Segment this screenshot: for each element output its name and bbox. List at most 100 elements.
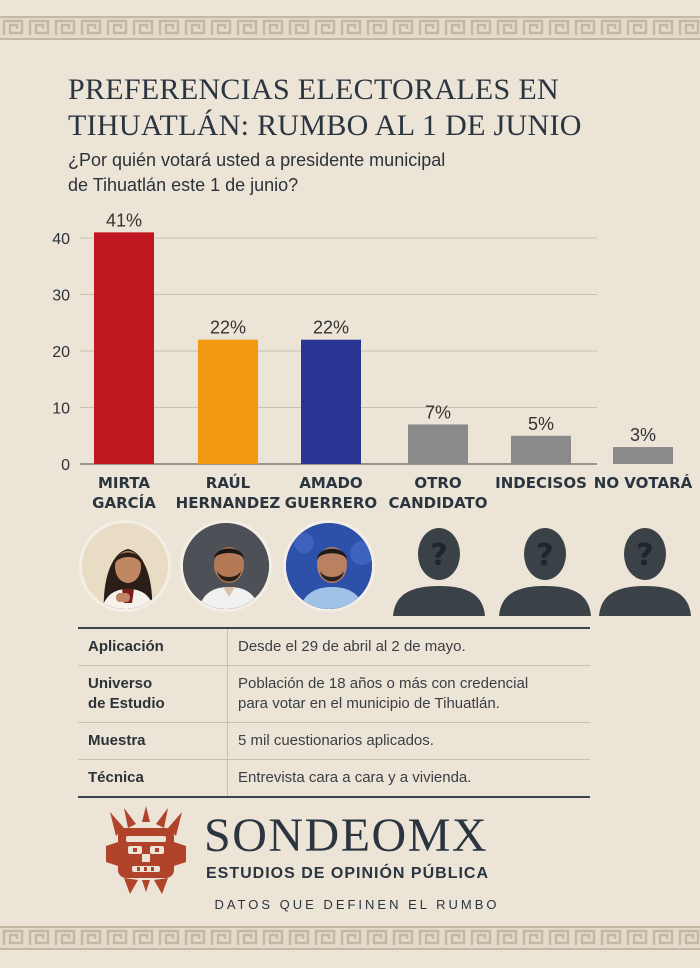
chart-title-line: TIHUATLÁN: RUMBO AL 1 DE JUNIO [68,109,582,142]
fret-motif [2,929,24,945]
fret-motif [418,929,440,945]
fret-motif [262,19,284,35]
methodology-label: Aplicación [78,629,228,665]
fret-motif [28,19,50,35]
fret-motif [262,929,284,945]
category-label: INDECISOS [495,474,587,492]
fret-motif [626,19,648,35]
fret-motif [548,19,570,35]
fret-motif [444,929,466,945]
candidate-raul-hernandez-photo [180,520,272,612]
methodology-value-line: Desde el 29 de abril al 2 de mayo. [238,638,466,655]
fret-motif [80,19,102,35]
bar [198,339,258,464]
bar-value-label: 41% [106,210,142,230]
methodology-value-line: Entrevista cara a cara y a vivienda. [238,769,472,786]
fret-motif [444,19,466,35]
fret-motif [392,19,414,35]
fret-motif [678,19,700,35]
methodology-label-line: Universo [88,675,153,692]
fret-motif [626,929,648,945]
fret-motif [54,19,76,35]
chart-subtitle: ¿Por quién votará usted a presidente mun… [68,148,588,198]
fret-motif [366,929,388,945]
bar-value-label: 3% [630,425,656,445]
aztec-mask-logo-icon [106,806,186,894]
methodology-value-line: 5 mil cuestionarios aplicados. [238,732,434,749]
fret-motif [574,929,596,945]
methodology-row-universo: Universo de Estudio Población de 18 años… [78,666,590,723]
fret-motif [652,929,674,945]
category-label: MIRTA [98,474,150,492]
fret-motif [158,929,180,945]
y-tick-label: 10 [52,401,70,418]
fret-motif [496,19,518,35]
svg-text:?: ? [636,538,653,573]
bottom-fret-border [0,926,700,950]
bar [613,447,673,464]
y-tick-label: 30 [52,288,70,305]
category-label: HERNANDEZ [176,494,281,512]
brand-tagline: ESTUDIOS DE OPINIÓN PÚBLICA [206,865,490,882]
methodology-row-muestra: Muestra 5 mil cuestionarios aplicados. [78,723,590,760]
fret-motif [210,929,232,945]
fret-motif [158,19,180,35]
methodology-label: Técnica [78,760,228,796]
svg-text:?: ? [536,538,553,573]
bar [408,424,468,464]
methodology-value: Población de 18 años o más con credencia… [228,666,590,722]
bar [94,232,154,464]
candidate-mirta-garcia-photo [79,520,171,612]
fret-motif [288,929,310,945]
methodology-value: 5 mil cuestionarios aplicados. [228,723,590,759]
methodology-value-line: para votar en el municipio de Tihuatlán. [238,695,500,712]
fret-motif [28,929,50,945]
methodology-label: Universo de Estudio [78,666,228,722]
candidate-photos: ? ? ? [0,520,700,620]
fret-motif [288,19,310,35]
fret-motif [210,19,232,35]
bar [301,339,361,464]
fret-motif [2,19,24,35]
fret-motif [236,19,258,35]
methodology-label: Muestra [78,723,228,759]
fret-motif [392,929,414,945]
svg-text:?: ? [430,538,447,573]
category-label: NO VOTARÁ [594,473,693,492]
bar [511,435,571,464]
category-label: OTRO [414,474,461,492]
methodology-value: Desde el 29 de abril al 2 de mayo. [228,629,590,665]
methodology-value-line: Población de 18 años o más con credencia… [238,675,529,692]
fret-motif [522,929,544,945]
unknown-person-icon: ? [393,528,485,616]
category-label: AMADO [299,474,362,492]
fret-motif [54,929,76,945]
fret-motif [652,19,674,35]
fret-motif [340,19,362,35]
y-tick-label: 20 [52,344,70,361]
fret-motif [574,19,596,35]
y-tick-label: 40 [52,231,70,248]
y-tick-label: 0 [61,457,70,474]
bar-value-label: 22% [313,318,349,338]
chart-subtitle-line: ¿Por quién votará usted a presidente mun… [68,150,446,170]
brand-footer: SONDEOMX ESTUDIOS DE OPINIÓN PÚBLICA DAT… [104,806,584,916]
fret-motif [106,19,128,35]
candidate-amado-guerrero-photo [283,520,375,612]
methodology-label-line: Aplicación [88,638,164,655]
category-label: GARCÍA [92,493,156,512]
methodology-table: Aplicación Desde el 29 de abril al 2 de … [78,627,590,798]
methodology-label-line: de Estudio [88,695,165,712]
bar-value-label: 5% [528,414,554,434]
fret-motif [470,19,492,35]
unknown-person-icon: ? [599,528,691,616]
chart-title-line: PREFERENCIAS ELECTORALES EN [68,73,559,106]
unknown-person-icon: ? [499,528,591,616]
fret-motif [132,19,154,35]
methodology-row-aplicacion: Aplicación Desde el 29 de abril al 2 de … [78,629,590,666]
category-label: RAÚL [206,473,251,492]
methodology-row-tecnica: Técnica Entrevista cara a cara y a vivie… [78,760,590,796]
fret-motif [366,19,388,35]
brand-name: SONDEOMX [204,809,489,862]
methodology-label-line: Técnica [88,769,144,786]
